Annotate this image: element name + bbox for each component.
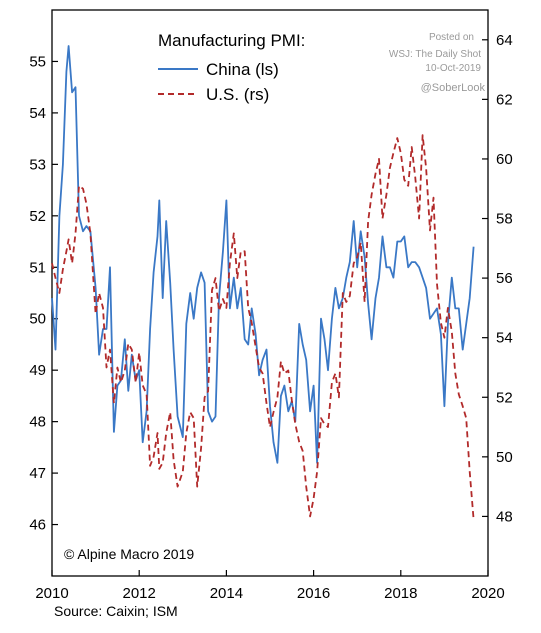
- watermark-handle: @SoberLook: [421, 82, 486, 94]
- right-tick-label: 58: [496, 211, 513, 228]
- x-tick-label: 2012: [123, 585, 156, 602]
- left-tick-label: 49: [29, 362, 46, 379]
- right-tick-label: 60: [496, 151, 513, 168]
- watermark-source: WSJ: The Daily Shot: [389, 49, 481, 60]
- series-layer: [51, 45, 475, 520]
- legend-label-us: U.S. (rs): [206, 85, 269, 104]
- x-tick-label: 2018: [384, 585, 417, 602]
- watermark: Posted on WSJ: The Daily Shot 10-Oct-201…: [389, 32, 486, 94]
- x-axis-ticks: 2010 2012 2014 2016 2018 2020: [35, 570, 505, 602]
- right-tick-label: 52: [496, 389, 513, 406]
- right-axis-ticks: 48 50 52 54 56 58 60 62 64: [482, 32, 513, 525]
- copyright-note: © Alpine Macro 2019: [64, 546, 194, 562]
- left-tick-label: 53: [29, 156, 46, 173]
- right-tick-label: 62: [496, 91, 513, 108]
- left-tick-label: 52: [29, 208, 46, 225]
- right-tick-label: 50: [496, 449, 513, 466]
- source-note: Source: Caixin; ISM: [54, 603, 178, 619]
- legend: Manufacturing PMI: China (ls) U.S. (rs): [158, 31, 305, 104]
- x-tick-label: 2016: [297, 585, 330, 602]
- left-tick-label: 50: [29, 311, 46, 328]
- left-axis-ticks: 46 47 48 49 50 51 52 53 54 55: [29, 53, 58, 534]
- right-tick-label: 64: [496, 32, 513, 49]
- china-series-line: [51, 45, 475, 464]
- x-tick-label: 2010: [35, 585, 68, 602]
- plot-frame: [51, 9, 489, 577]
- right-tick-label: 48: [496, 508, 513, 525]
- x-tick-label: 2020: [471, 585, 504, 602]
- legend-label-china: China (ls): [206, 60, 279, 79]
- right-tick-label: 54: [496, 330, 513, 347]
- left-tick-label: 46: [29, 517, 46, 534]
- left-tick-label: 47: [29, 465, 46, 482]
- watermark-date: 10-Oct-2019: [425, 63, 481, 74]
- left-tick-label: 51: [29, 259, 46, 276]
- x-tick-label: 2014: [210, 585, 243, 602]
- legend-title: Manufacturing PMI:: [158, 31, 305, 50]
- watermark-posted: Posted on: [429, 32, 474, 43]
- left-tick-label: 54: [29, 105, 46, 122]
- us-series-line: [51, 134, 475, 520]
- right-tick-label: 56: [496, 270, 513, 287]
- left-tick-label: 55: [29, 53, 46, 70]
- left-tick-label: 48: [29, 414, 46, 431]
